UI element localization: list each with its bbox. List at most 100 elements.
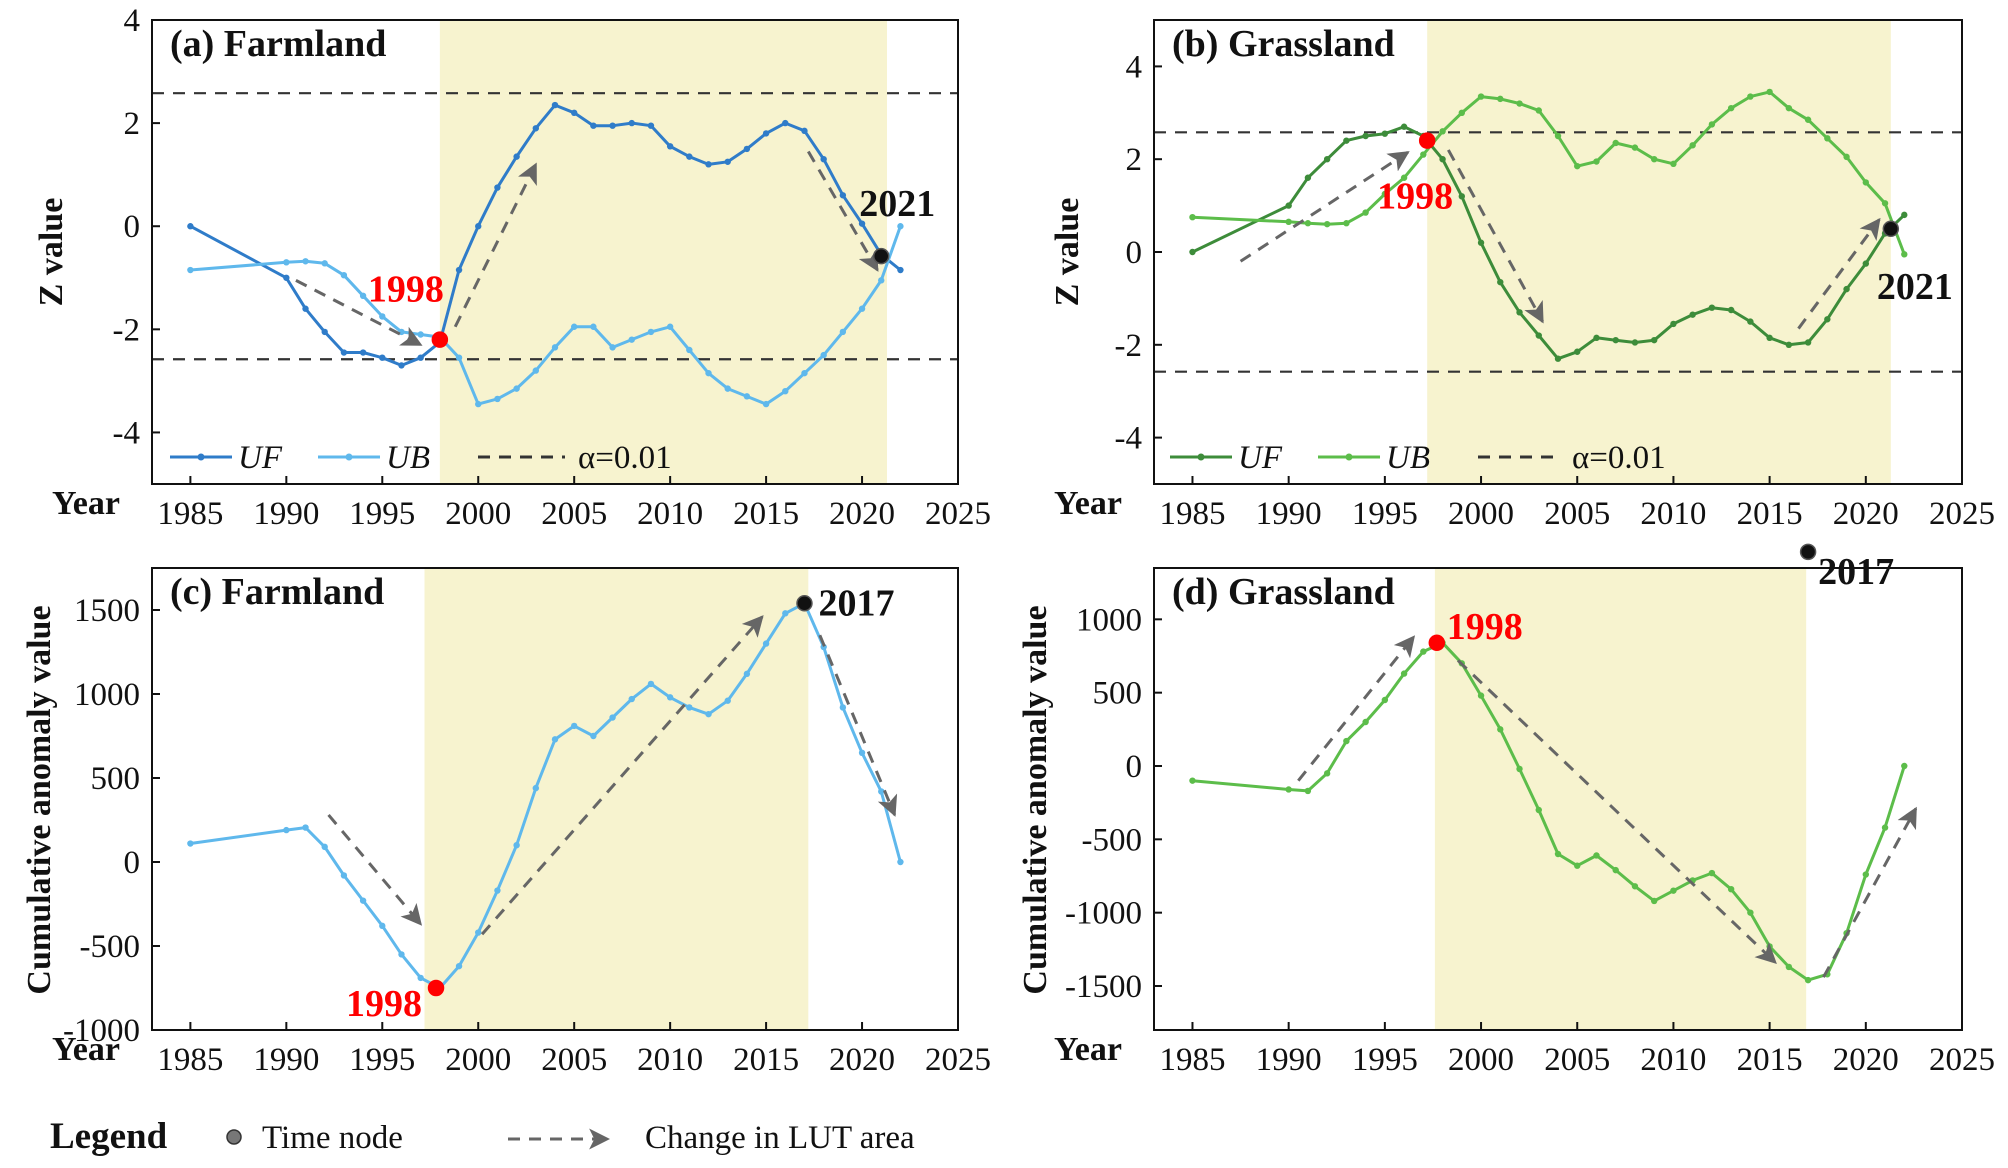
panel-b-ytick-label: 2	[1126, 142, 1143, 178]
panel-d-ytick-label: -500	[1082, 822, 1143, 858]
panel-b-point	[1747, 318, 1754, 325]
panel-a-xtick-label: 1990	[253, 496, 319, 532]
panel-b-series-ub	[1192, 90, 1906, 255]
panel-b-point	[1708, 304, 1716, 311]
panel-a-point	[897, 266, 904, 274]
panel-d-xtick-label: 1985	[1159, 1042, 1225, 1078]
panel-c-point	[455, 962, 463, 970]
panel-b-node-label: 1998	[1377, 176, 1453, 218]
panel-b-point	[1785, 341, 1793, 348]
panel-c-xlabel: Year	[52, 1031, 120, 1068]
panel-d-point	[1901, 762, 1908, 770]
panel-a-point	[321, 328, 328, 336]
panel-d-point	[1189, 777, 1196, 784]
panel-b-point	[1612, 336, 1619, 344]
panel-b-legend-ub: UB	[1386, 440, 1430, 476]
panel-a-point	[743, 145, 751, 153]
panel-c-point	[398, 951, 405, 958]
panel-b-point	[1804, 116, 1812, 123]
panel-a-xtick-label: 2005	[541, 496, 607, 532]
panel-b-xtick-label: 2010	[1640, 496, 1706, 532]
panel-a-point	[762, 400, 770, 408]
panel-d-point	[1612, 866, 1619, 874]
panel-c-change-arrow	[818, 634, 898, 817]
panel-c-point	[359, 897, 367, 904]
panel-b-ytick-label: -2	[1115, 328, 1143, 364]
panel-a-legend-ub: UB	[386, 440, 430, 476]
panel-b-point	[1901, 211, 1908, 219]
panel-a-point	[686, 346, 693, 354]
panel-d: 1985 1990 1995 2000 2005 2010 2015 2020 2025 -150…	[1017, 543, 1995, 1078]
panel-a-point	[302, 258, 309, 265]
panel-d-point	[1400, 670, 1408, 677]
panel-a-point	[839, 328, 847, 336]
panel-d-point	[1285, 786, 1292, 793]
panel-a-point	[820, 156, 827, 163]
panel-c-xtick-label: 1995	[349, 1042, 415, 1078]
panel-b-point	[1747, 93, 1754, 100]
panel-d-time-node	[1799, 543, 1817, 561]
panel-a-point	[801, 369, 808, 377]
panel-a-point	[609, 122, 616, 129]
panel-a-point	[283, 259, 290, 266]
panel-b-point	[1574, 162, 1581, 170]
panel-d-point	[1516, 765, 1523, 773]
panel-d-time-node	[1428, 634, 1446, 652]
panel-a-point	[340, 349, 348, 356]
panel-c-point	[782, 610, 789, 617]
panel-c-title: (c) Farmland	[170, 571, 384, 613]
panel-d-xtick-label: 2000	[1448, 1042, 1514, 1078]
panel-b-ytick-label: 4	[1126, 49, 1143, 85]
panel-c-change-arrow	[327, 813, 423, 926]
panel-a-point	[820, 351, 827, 359]
panel-b-point	[1631, 144, 1639, 151]
panel-c-point	[475, 929, 482, 936]
panel-a-point	[379, 354, 386, 361]
panel-b-point	[1458, 193, 1466, 200]
panel-a-point	[782, 119, 789, 127]
panel-b-point	[1843, 285, 1850, 293]
panel-b-point	[1804, 339, 1812, 346]
panel-c-xtick-label: 2010	[637, 1042, 703, 1078]
panel-a-point	[475, 400, 482, 408]
panel-a-point	[455, 354, 463, 361]
panel-c-point	[666, 694, 674, 701]
panel-b-point	[1304, 220, 1312, 227]
panel-c-xtick-label: 2015	[733, 1042, 799, 1078]
panel-b-xtick-label: 2000	[1448, 496, 1514, 532]
panel-c-change-arrow	[480, 615, 764, 936]
panel-d-point	[1650, 897, 1658, 905]
panel-d-ytick-label: 0	[1126, 749, 1143, 785]
panel-c-frame	[151, 567, 959, 1031]
panel-b-point	[1727, 104, 1735, 112]
panel-a-xtick-label: 2015	[733, 496, 799, 532]
panel-c-ytick-label: 1000	[74, 677, 140, 713]
panel-b-xtick-label: 2025	[1929, 496, 1995, 532]
panel-b-point	[1497, 278, 1504, 286]
panel-d-ylabel: Cumulative anomaly value	[1017, 605, 1054, 994]
panel-a-xlabel: Year	[52, 485, 120, 522]
panel-c-ytick-label: -500	[80, 929, 141, 965]
panel-d-xtick-label: 2015	[1737, 1042, 1803, 1078]
panel-c-ytick-label: -1000	[63, 1013, 140, 1049]
panel-d-ytick-label: 500	[1093, 676, 1143, 712]
panel-c-point	[513, 842, 520, 849]
panel-a-point	[724, 158, 731, 165]
panel-a-point	[359, 292, 367, 300]
panel-a-point	[532, 367, 540, 374]
panel-d-point	[1670, 887, 1677, 894]
panel-c-point	[379, 922, 386, 930]
panel-a-point	[609, 344, 616, 351]
panel-d-xtick-label: 2025	[1929, 1042, 1995, 1078]
panel-a-point	[398, 362, 405, 369]
panel-a-point	[302, 305, 309, 312]
panel-b-point	[1189, 248, 1196, 256]
panel-a-point	[551, 101, 559, 109]
panel-c-point	[743, 670, 751, 678]
bottom-legend: Legend Time node Change in LUT area	[50, 1116, 915, 1157]
panel-d-point	[1554, 850, 1562, 858]
panel-a-point	[839, 192, 847, 199]
panel-b-point	[1516, 100, 1523, 107]
panel-d-point	[1593, 852, 1600, 859]
panel-a-point	[494, 184, 501, 191]
